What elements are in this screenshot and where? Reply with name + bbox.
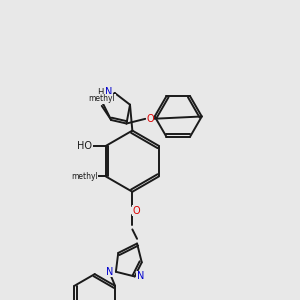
Text: methyl: methyl [88,94,115,103]
Text: O: O [132,206,140,216]
Text: O: O [146,114,154,124]
Text: methyl: methyl [71,172,98,181]
Text: N: N [93,95,101,105]
Text: HO: HO [77,141,92,151]
Text: H: H [98,88,104,98]
Text: N: N [106,267,114,277]
Text: N: N [137,272,144,281]
Text: N: N [105,87,112,97]
